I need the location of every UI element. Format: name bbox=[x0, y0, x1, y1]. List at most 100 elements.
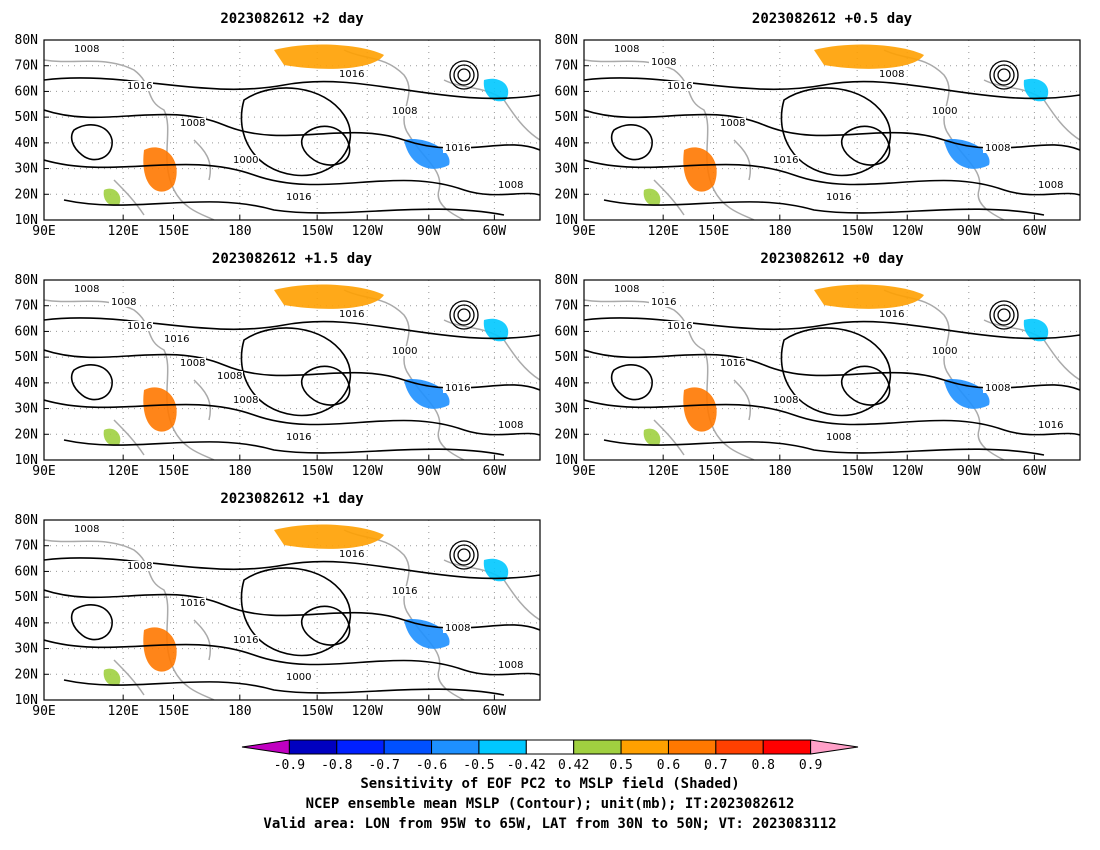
x-tick-label: 150E bbox=[698, 464, 729, 479]
map-background bbox=[44, 40, 540, 220]
y-tick-label: 40N bbox=[15, 616, 38, 631]
mslp-contour bbox=[300, 605, 351, 646]
contour-label: 1008 bbox=[127, 561, 152, 572]
map-background bbox=[44, 280, 540, 460]
mslp-contour bbox=[584, 399, 1080, 436]
colorbar-swatch bbox=[620, 739, 669, 755]
contour-label: 1016 bbox=[667, 321, 692, 332]
panel-title: 2023082612 +0.5 day bbox=[752, 11, 913, 27]
colorbar-tick-label: 0.9 bbox=[799, 758, 822, 773]
map-background bbox=[44, 520, 540, 700]
y-tick-label: 20N bbox=[555, 427, 578, 442]
mslp-contour bbox=[44, 639, 540, 676]
x-tick-label: 120W bbox=[352, 464, 383, 479]
sensitivity-shading bbox=[944, 379, 990, 409]
y-tick-label: 10N bbox=[15, 693, 38, 708]
x-tick-label: 60W bbox=[1023, 224, 1047, 239]
y-tick-label: 30N bbox=[15, 402, 38, 417]
sensitivity-shading bbox=[143, 387, 177, 432]
coastline bbox=[343, 529, 465, 700]
map-background bbox=[584, 280, 1080, 460]
x-tick-label: 90E bbox=[32, 704, 55, 719]
colorbar-tick-label: 0.6 bbox=[657, 758, 680, 773]
colorbar-swatch bbox=[525, 739, 575, 755]
mslp-contour bbox=[63, 439, 505, 456]
contour-label: 1016 bbox=[339, 309, 364, 320]
low-centre-ring bbox=[997, 68, 1011, 82]
sensitivity-shading bbox=[143, 627, 177, 672]
map-background bbox=[584, 40, 1080, 220]
y-tick-label: 50N bbox=[15, 350, 38, 365]
low-centre-ring bbox=[989, 300, 1019, 330]
contour-label: 1008 bbox=[985, 143, 1010, 154]
contour-label: 1008 bbox=[985, 383, 1010, 394]
mslp-contour bbox=[584, 159, 1080, 196]
mslp-contour bbox=[44, 589, 540, 631]
map-frame bbox=[583, 279, 1081, 461]
y-tick-label: 30N bbox=[555, 162, 578, 177]
low-centre-ring bbox=[993, 304, 1015, 326]
coastline bbox=[113, 659, 145, 696]
y-tick-label: 70N bbox=[15, 539, 38, 554]
contour-label: 1000 bbox=[392, 346, 417, 357]
x-tick-label: 150W bbox=[301, 704, 332, 719]
y-tick-label: 80N bbox=[15, 33, 38, 48]
low-centre-ring bbox=[997, 308, 1011, 322]
sensitivity-shading bbox=[814, 44, 924, 69]
x-tick-label: 150W bbox=[301, 464, 332, 479]
map-frame bbox=[583, 39, 1081, 221]
colorbar-swatch bbox=[288, 739, 338, 755]
contour-label: 1008 bbox=[111, 297, 136, 308]
contour-label: 1016 bbox=[286, 192, 311, 203]
contour-label: 1016 bbox=[720, 358, 745, 369]
x-tick-label: 60W bbox=[1023, 464, 1047, 479]
x-tick-label: 180 bbox=[228, 224, 251, 239]
sensitivity-shading bbox=[274, 284, 384, 309]
contour-label: 1008 bbox=[498, 180, 523, 191]
mslp-contour bbox=[70, 364, 113, 401]
sensitivity-shading bbox=[1023, 318, 1049, 342]
contour-label: 1016 bbox=[392, 586, 417, 597]
x-tick-label: 90W bbox=[417, 704, 441, 719]
map-frame bbox=[43, 279, 541, 461]
coastline bbox=[584, 59, 755, 220]
sensitivity-shading bbox=[483, 78, 509, 102]
colorbar-swatch bbox=[383, 739, 433, 755]
mslp-contour bbox=[610, 364, 653, 401]
contour-label: 1008 bbox=[392, 106, 417, 117]
low-centre-ring bbox=[449, 300, 479, 330]
x-tick-label: 150E bbox=[158, 464, 189, 479]
coastline bbox=[44, 539, 215, 700]
contour-label: 1016 bbox=[667, 81, 692, 92]
y-tick-label: 60N bbox=[555, 84, 578, 99]
x-tick-label: 150E bbox=[158, 704, 189, 719]
low-centre-ring bbox=[457, 68, 471, 82]
mslp-contour bbox=[840, 125, 891, 166]
colorbar-swatch bbox=[336, 739, 385, 755]
colorbar-tick-label: 0.7 bbox=[704, 758, 727, 773]
low-centre-ring bbox=[993, 64, 1015, 86]
x-tick-label: 60W bbox=[483, 224, 507, 239]
low-centre-ring bbox=[449, 540, 479, 570]
sensitivity-shading bbox=[1023, 78, 1049, 102]
contour-label: 1008 bbox=[180, 118, 205, 129]
y-tick-label: 80N bbox=[555, 33, 578, 48]
colorbar-tick-label: -0.6 bbox=[416, 758, 447, 773]
x-tick-label: 180 bbox=[228, 464, 251, 479]
x-tick-label: 120E bbox=[108, 704, 139, 719]
mslp-contour bbox=[70, 604, 113, 641]
y-tick-label: 30N bbox=[15, 162, 38, 177]
colorbar-swatch bbox=[478, 739, 527, 755]
x-tick-label: 60W bbox=[483, 464, 507, 479]
mslp-contour bbox=[240, 87, 352, 177]
contour-label: 1016 bbox=[339, 549, 364, 560]
contour-label: 1016 bbox=[339, 69, 364, 80]
low-centre-ring bbox=[453, 304, 475, 326]
y-tick-label: 20N bbox=[15, 427, 38, 442]
contour-label: 1008 bbox=[651, 57, 676, 68]
x-tick-label: 150W bbox=[841, 464, 872, 479]
contour-label: 1016 bbox=[651, 297, 676, 308]
mslp-contour bbox=[780, 327, 892, 417]
y-tick-label: 70N bbox=[555, 59, 578, 74]
x-tick-label: 120E bbox=[108, 464, 139, 479]
